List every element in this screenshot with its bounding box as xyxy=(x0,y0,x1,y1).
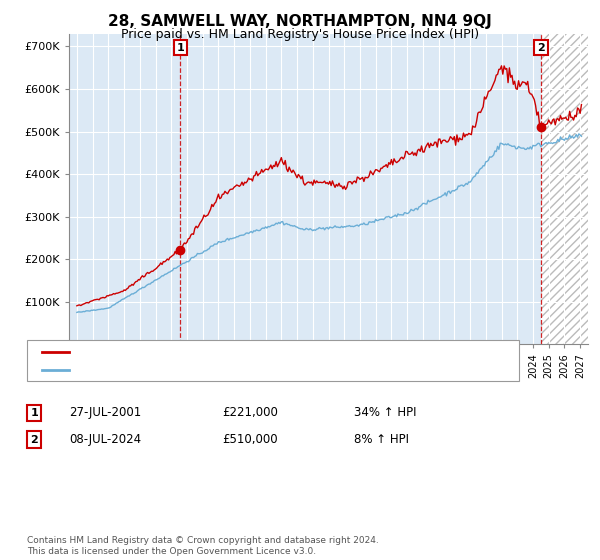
Text: 08-JUL-2024: 08-JUL-2024 xyxy=(69,433,141,446)
Text: 28, SAMWELL WAY, NORTHAMPTON, NN4 9QJ (detached house): 28, SAMWELL WAY, NORTHAMPTON, NN4 9QJ (d… xyxy=(78,347,407,357)
Text: 2: 2 xyxy=(537,43,545,53)
Text: £221,000: £221,000 xyxy=(222,406,278,419)
Text: HPI: Average price, detached house, West Northamptonshire: HPI: Average price, detached house, West… xyxy=(78,365,395,375)
Text: 2: 2 xyxy=(31,435,38,445)
Text: 1: 1 xyxy=(31,408,38,418)
Text: 27-JUL-2001: 27-JUL-2001 xyxy=(69,406,141,419)
Text: 28, SAMWELL WAY, NORTHAMPTON, NN4 9QJ: 28, SAMWELL WAY, NORTHAMPTON, NN4 9QJ xyxy=(108,14,492,29)
Text: Contains HM Land Registry data © Crown copyright and database right 2024.
This d: Contains HM Land Registry data © Crown c… xyxy=(27,536,379,556)
Text: Price paid vs. HM Land Registry's House Price Index (HPI): Price paid vs. HM Land Registry's House … xyxy=(121,28,479,41)
Text: 34% ↑ HPI: 34% ↑ HPI xyxy=(354,406,416,419)
Text: £510,000: £510,000 xyxy=(222,433,278,446)
Text: 1: 1 xyxy=(176,43,184,53)
Text: 8% ↑ HPI: 8% ↑ HPI xyxy=(354,433,409,446)
